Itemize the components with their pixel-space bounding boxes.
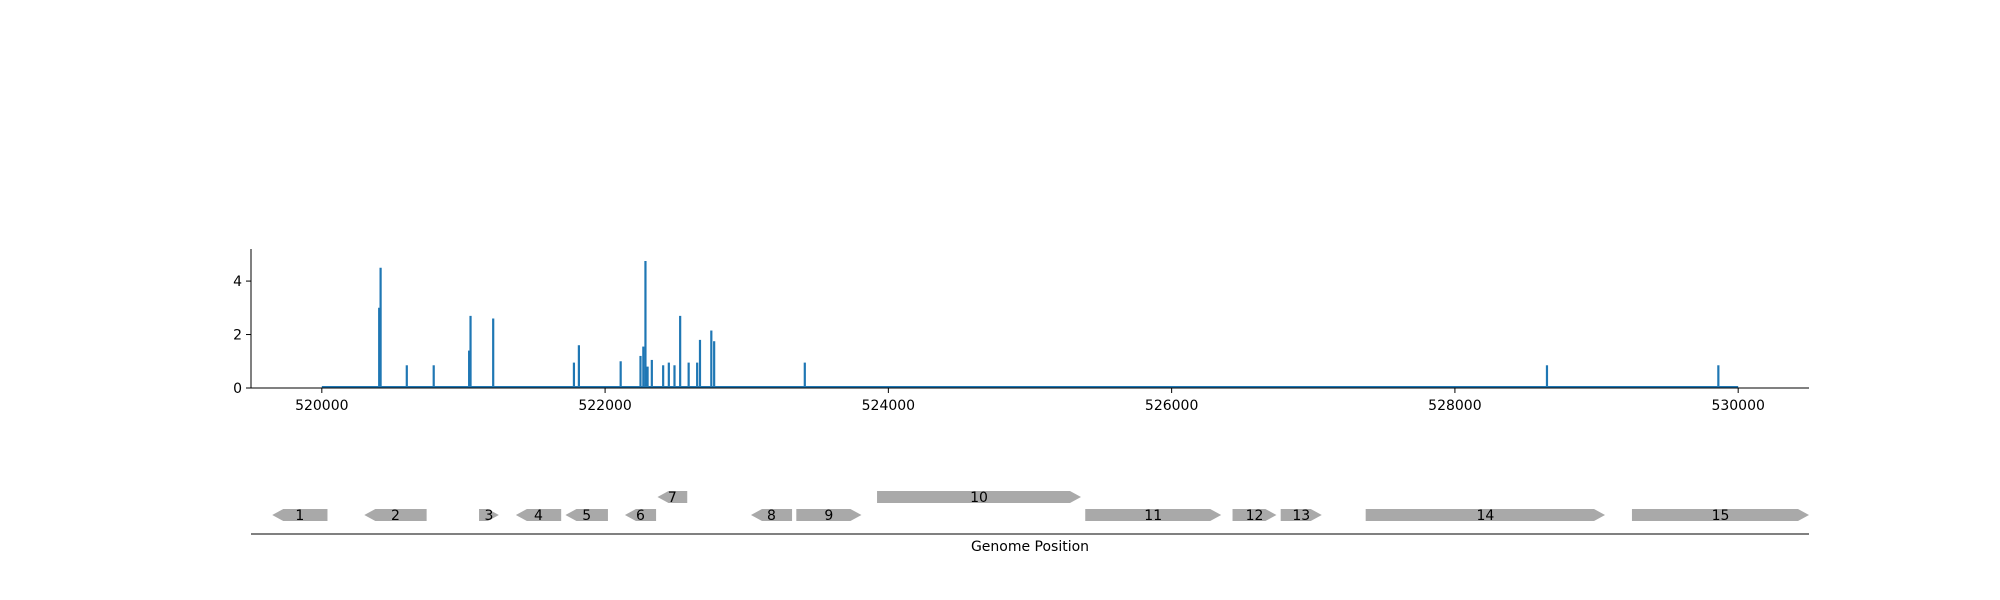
gene-8: 8: [750, 508, 793, 524]
gene-label: 9: [824, 508, 833, 524]
x-tick-label: 524000: [862, 398, 915, 414]
gene-arrow: [796, 509, 862, 521]
y-tick-label: 2: [233, 328, 242, 344]
coverage-plot: 0 2 4 520000 522000 524000 526000 528000 530000: [233, 249, 1809, 414]
gene-4: 4: [515, 508, 562, 524]
gene-13: 13: [1280, 508, 1322, 524]
x-ticks: 520000 522000 524000 526000 528000 530000: [295, 388, 1765, 414]
y-tick-label: 0: [233, 381, 242, 397]
y-ticks: 0 2 4: [233, 274, 251, 397]
x-tick-label: 522000: [578, 398, 631, 414]
x-tick-label: 528000: [1428, 398, 1481, 414]
gene-14: 14: [1365, 508, 1606, 524]
gene-12: 12: [1232, 508, 1277, 524]
gene-label: 4: [534, 508, 543, 524]
gene-label: 11: [1144, 508, 1162, 524]
gene-arrow: [1085, 509, 1222, 521]
gene-arrow: [657, 491, 688, 503]
gene-label: 12: [1246, 508, 1264, 524]
gene-7: 7: [657, 490, 688, 506]
x-tick-label: 520000: [295, 398, 348, 414]
gene-arrow: [565, 509, 608, 521]
gene-arrow: [515, 509, 562, 521]
gene-label: 2: [391, 508, 400, 524]
gene-label: 7: [668, 490, 677, 506]
y-tick-label: 4: [233, 274, 242, 290]
gene-1: 1: [272, 508, 328, 524]
gene-label: 8: [767, 508, 776, 524]
gene-label: 13: [1292, 508, 1310, 524]
gene-10: 10: [877, 490, 1081, 506]
gene-2: 2: [364, 508, 427, 524]
gene-label: 3: [484, 508, 493, 524]
gene-label: 6: [636, 508, 645, 524]
gene-arrow: [1365, 509, 1606, 521]
coverage-bars: [378, 261, 1720, 388]
gene-arrow: [364, 509, 427, 521]
gene-arrow: [1232, 509, 1277, 521]
gene-arrow: [624, 509, 657, 521]
x-tick-label: 530000: [1711, 398, 1764, 414]
gene-label: 5: [582, 508, 591, 524]
gene-label: 10: [970, 490, 988, 506]
gene-3: 3: [479, 508, 499, 524]
gene-arrow: [1631, 509, 1809, 521]
gene-arrow: [479, 509, 499, 521]
gene-arrow: [272, 509, 328, 521]
gene-arrow: [1280, 509, 1322, 521]
gene-9: 9: [796, 508, 862, 524]
gene-15: 15: [1631, 508, 1809, 524]
gene-map-x-label: Genome Position: [971, 539, 1089, 555]
gene-label: 14: [1476, 508, 1494, 524]
x-tick-label: 526000: [1145, 398, 1198, 414]
gene-5: 5: [565, 508, 608, 524]
gene-6: 6: [624, 508, 657, 524]
gene-label: 1: [295, 508, 304, 524]
gene-11: 11: [1085, 508, 1222, 524]
gene-label: 15: [1712, 508, 1730, 524]
gene-arrow: [750, 509, 793, 521]
gene-arrow: [877, 491, 1081, 503]
